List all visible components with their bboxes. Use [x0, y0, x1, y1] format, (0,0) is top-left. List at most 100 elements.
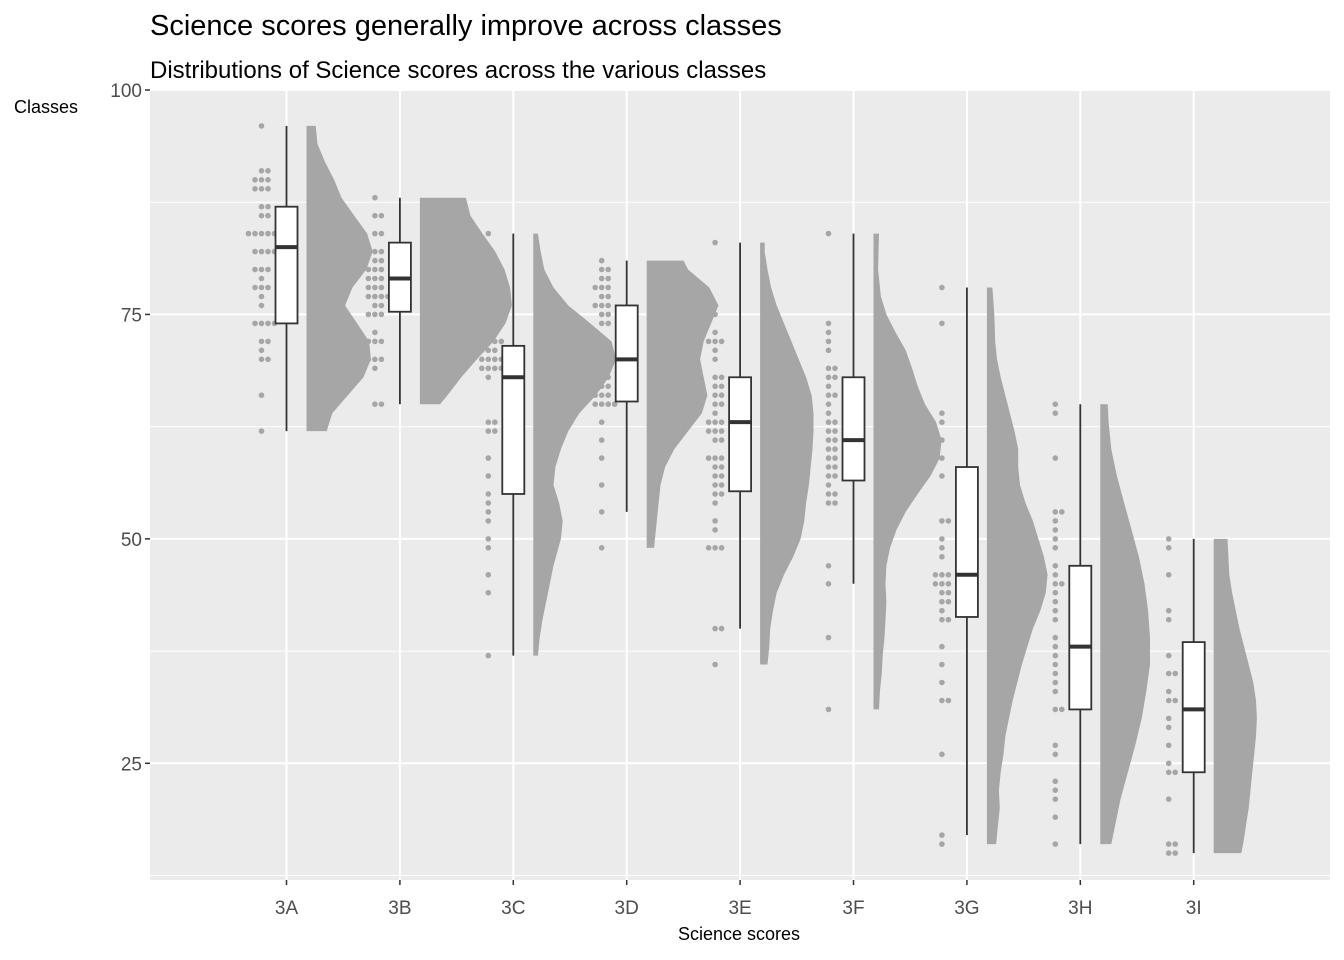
score-point	[718, 392, 725, 399]
score-point	[592, 392, 598, 399]
score-point	[1052, 563, 1059, 569]
score-point	[1052, 643, 1059, 650]
score-point	[939, 589, 945, 596]
score-point	[712, 410, 718, 417]
score-point	[1165, 652, 1172, 659]
score-point	[605, 320, 611, 327]
score-point	[485, 419, 492, 426]
score-point	[378, 302, 385, 309]
chart-subtitle: Distributions of Science scores across t…	[150, 57, 767, 84]
score-point	[372, 365, 378, 372]
score-point	[939, 598, 945, 605]
score-point	[378, 356, 385, 363]
score-point	[1052, 706, 1059, 713]
score-point	[258, 186, 265, 192]
score-point	[712, 518, 718, 524]
score-point	[258, 266, 265, 273]
score-point	[258, 168, 265, 174]
score-point	[365, 338, 372, 345]
score-point	[485, 347, 492, 354]
score-point	[705, 428, 712, 434]
score-point	[598, 338, 605, 345]
score-point	[258, 248, 265, 255]
score-point	[832, 374, 838, 381]
score-point	[598, 311, 605, 318]
score-point	[1165, 841, 1172, 847]
score-point	[825, 365, 832, 372]
score-point	[372, 194, 378, 201]
score-point	[265, 320, 271, 327]
score-point	[825, 473, 832, 479]
score-point	[485, 589, 492, 596]
y-tick-label: 50	[121, 530, 142, 551]
score-point	[365, 356, 372, 363]
score-point	[258, 203, 265, 210]
score-point	[598, 401, 605, 408]
score-point	[939, 841, 945, 847]
score-point	[1052, 545, 1059, 551]
score-point	[825, 706, 832, 713]
score-point	[479, 356, 485, 363]
score-point	[605, 401, 611, 408]
score-point	[1172, 769, 1178, 776]
score-point	[1165, 536, 1172, 542]
score-point	[485, 518, 492, 524]
score-point	[485, 652, 492, 659]
score-point	[1165, 616, 1172, 623]
score-point	[258, 356, 265, 363]
y-axis-title: Classes	[14, 97, 79, 117]
score-point	[705, 419, 712, 426]
score-point	[1052, 607, 1059, 614]
score-point	[825, 392, 832, 399]
score-point	[1165, 769, 1172, 776]
score-point	[258, 275, 265, 282]
score-point	[598, 419, 605, 426]
score-point	[705, 338, 712, 345]
score-point	[939, 572, 945, 578]
score-point	[1052, 581, 1059, 587]
score-point	[1052, 410, 1059, 417]
x-tick-label: 3E	[728, 898, 751, 919]
score-point	[252, 320, 258, 327]
score-point	[485, 311, 492, 318]
score-point	[252, 284, 258, 291]
score-point	[598, 266, 605, 273]
score-point	[939, 607, 945, 614]
score-point	[1165, 742, 1172, 749]
box-iqr	[501, 344, 526, 495]
score-point	[485, 266, 492, 273]
score-point	[485, 572, 492, 578]
score-point	[939, 545, 945, 551]
score-point	[592, 401, 598, 408]
score-point	[378, 284, 385, 291]
score-point	[832, 446, 838, 452]
score-point	[825, 374, 832, 381]
score-point	[598, 437, 605, 443]
box-iqr	[274, 205, 299, 325]
score-point	[1052, 616, 1059, 623]
score-point	[485, 356, 492, 363]
x-tick-label: 3G	[954, 898, 979, 919]
score-point	[598, 302, 605, 309]
score-point	[1172, 697, 1178, 704]
boxplot-3i	[1181, 538, 1206, 854]
score-point	[825, 338, 832, 345]
score-point	[611, 401, 618, 408]
chart-title: Science scores generally improve across …	[150, 10, 782, 42]
score-point	[832, 392, 838, 399]
score-point	[1052, 652, 1059, 659]
box-iqr	[1181, 641, 1206, 774]
box-iqr	[955, 466, 979, 618]
score-point	[712, 437, 718, 443]
score-point	[939, 661, 945, 668]
score-point	[825, 419, 832, 426]
score-point	[825, 347, 832, 354]
score-point	[1165, 572, 1172, 578]
score-point	[832, 473, 838, 479]
score-point	[485, 500, 492, 506]
score-point	[265, 168, 271, 174]
boxplot-3d	[614, 260, 639, 512]
score-point	[825, 464, 832, 470]
score-point	[485, 536, 492, 542]
score-point	[718, 374, 725, 381]
